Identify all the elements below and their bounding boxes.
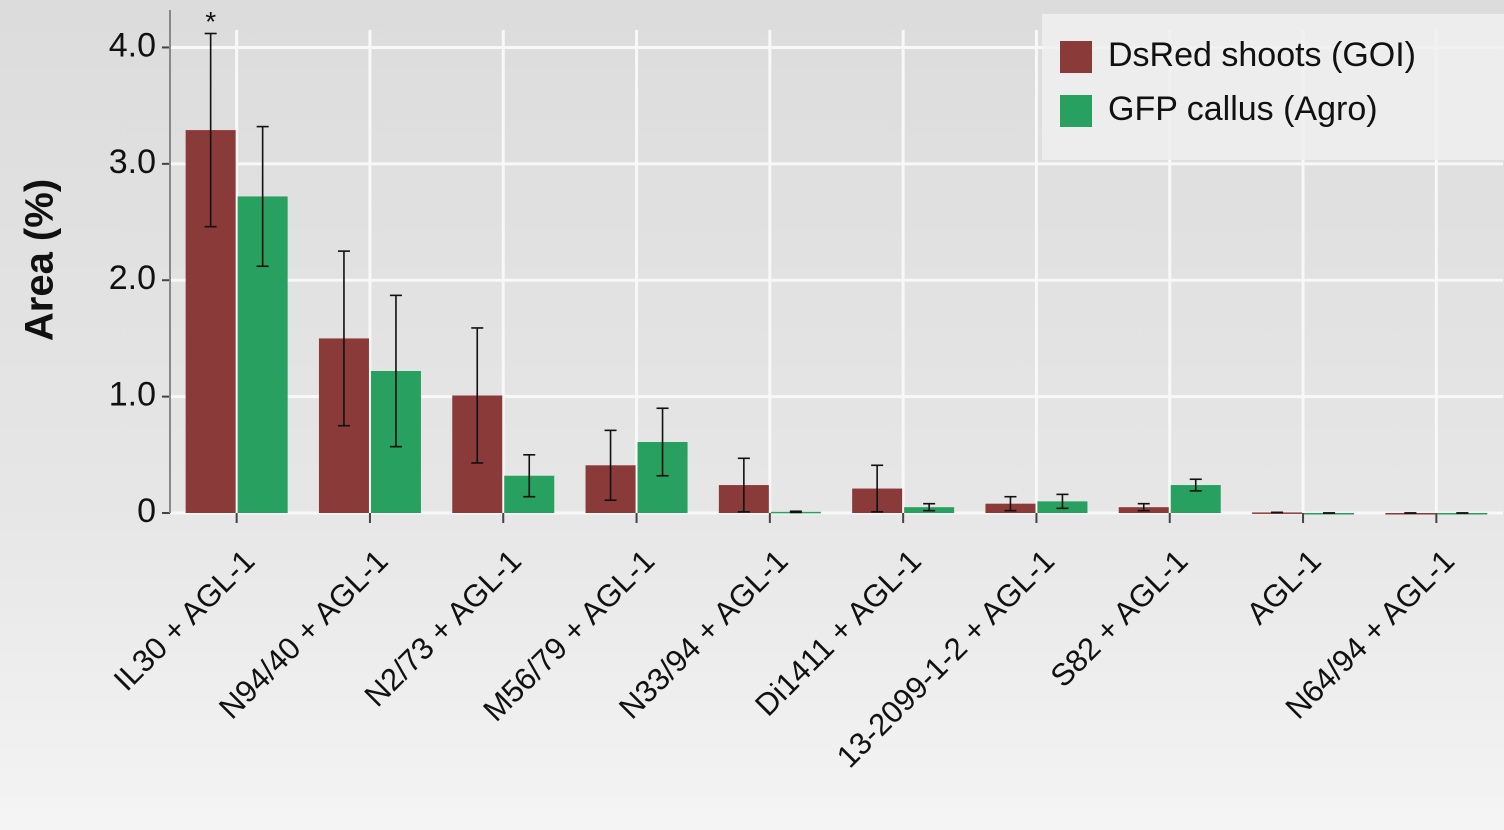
y-tick-label: 1.0 xyxy=(109,376,156,414)
y-axis-label: Area (%) xyxy=(18,179,62,341)
legend: DsRed shoots (GOI) GFP callus (Agro) xyxy=(1042,14,1504,160)
y-tick-label: 2.0 xyxy=(109,259,156,297)
error-bar xyxy=(471,327,484,464)
error-bar xyxy=(389,294,402,448)
error-bar xyxy=(871,464,884,513)
legend-swatch xyxy=(1060,95,1092,127)
error-bar xyxy=(789,510,802,514)
annotation: * xyxy=(205,6,216,37)
error-bar xyxy=(1137,502,1150,512)
legend-label: GFP callus (Agro) xyxy=(1108,90,1378,128)
error-bar xyxy=(923,502,936,512)
error-bar xyxy=(604,429,617,501)
legend-box xyxy=(1042,14,1504,160)
error-bar xyxy=(337,250,350,427)
error-bar xyxy=(656,407,669,477)
error-bar xyxy=(204,32,217,228)
error-bar xyxy=(523,454,536,498)
error-bar xyxy=(256,125,269,268)
error-bar xyxy=(737,457,750,513)
error-bar xyxy=(1004,495,1017,512)
y-tick-label: 4.0 xyxy=(109,26,156,64)
y-tick-label: 3.0 xyxy=(109,143,156,181)
legend-label: DsRed shoots (GOI) xyxy=(1108,36,1416,74)
legend-swatch xyxy=(1060,41,1092,73)
error-bar xyxy=(1056,493,1069,510)
error-bar xyxy=(1189,478,1202,492)
y-tick-label: 0 xyxy=(137,492,156,530)
